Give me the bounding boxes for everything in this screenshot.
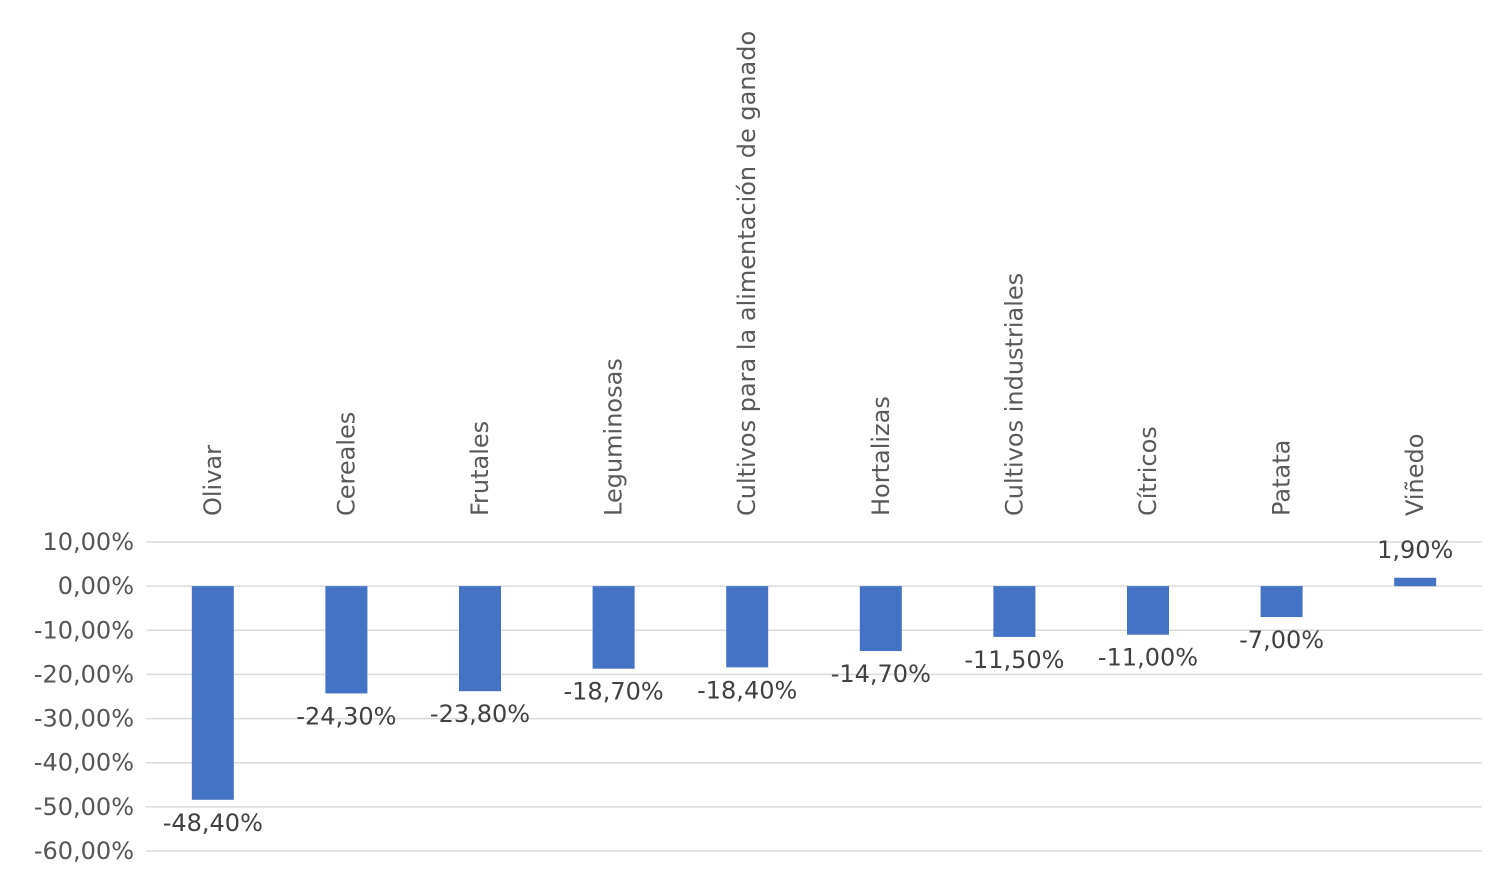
bar <box>726 586 769 668</box>
y-tick-label: -60,00% <box>34 837 134 865</box>
category-label: Hortalizas <box>867 396 895 516</box>
bar <box>592 586 635 669</box>
bar <box>325 586 368 694</box>
y-tick-label: 0,00% <box>58 572 134 600</box>
category-label: Viñedo <box>1401 434 1429 516</box>
data-label: -11,50% <box>964 646 1064 674</box>
data-label: -11,00% <box>1098 644 1198 672</box>
y-tick-label: -40,00% <box>34 749 134 777</box>
bar <box>1127 586 1169 635</box>
bars <box>191 577 1437 800</box>
y-axis-tick-labels: 10,00% 0,00% -10,00% -20,00% -30,00% -40,00% -… <box>34 528 134 865</box>
bar <box>191 586 234 800</box>
category-label: Cítricos <box>1134 426 1162 516</box>
category-label: Olivar <box>199 445 227 516</box>
data-label: -18,40% <box>697 676 797 704</box>
data-label: -14,70% <box>831 660 931 688</box>
data-label: 1,90% <box>1377 536 1453 564</box>
data-labels: -48,40% -24,30% -23,80% -18,70% -18,40% -14,7… <box>163 536 1454 837</box>
y-tick-label: -50,00% <box>34 793 134 821</box>
bar <box>993 586 1036 637</box>
category-label: Frutales <box>466 421 494 516</box>
data-label: -18,70% <box>564 678 664 706</box>
data-label: -48,40% <box>163 809 263 837</box>
category-label: Cultivos industriales <box>1000 273 1028 516</box>
bar <box>1394 577 1437 587</box>
bar <box>459 586 501 692</box>
data-label: -7,00% <box>1239 626 1324 654</box>
bar <box>1260 586 1303 618</box>
gridlines <box>146 541 1482 852</box>
category-label: Patata <box>1268 440 1296 516</box>
y-tick-label: -30,00% <box>34 705 134 733</box>
bar <box>859 586 902 652</box>
y-tick-label: -10,00% <box>34 616 134 644</box>
category-label: Leguminosas <box>600 358 628 516</box>
data-label: -23,80% <box>430 700 530 728</box>
category-label: Cultivos para la alimentación de ganado <box>733 31 761 516</box>
data-label: -24,30% <box>296 702 396 730</box>
y-tick-label: -20,00% <box>34 660 134 688</box>
category-labels: Olivar Cereales Frutales Leguminosas Cultivo… <box>199 31 1429 516</box>
y-tick-label: 10,00% <box>42 528 134 556</box>
category-label: Cereales <box>332 412 360 516</box>
